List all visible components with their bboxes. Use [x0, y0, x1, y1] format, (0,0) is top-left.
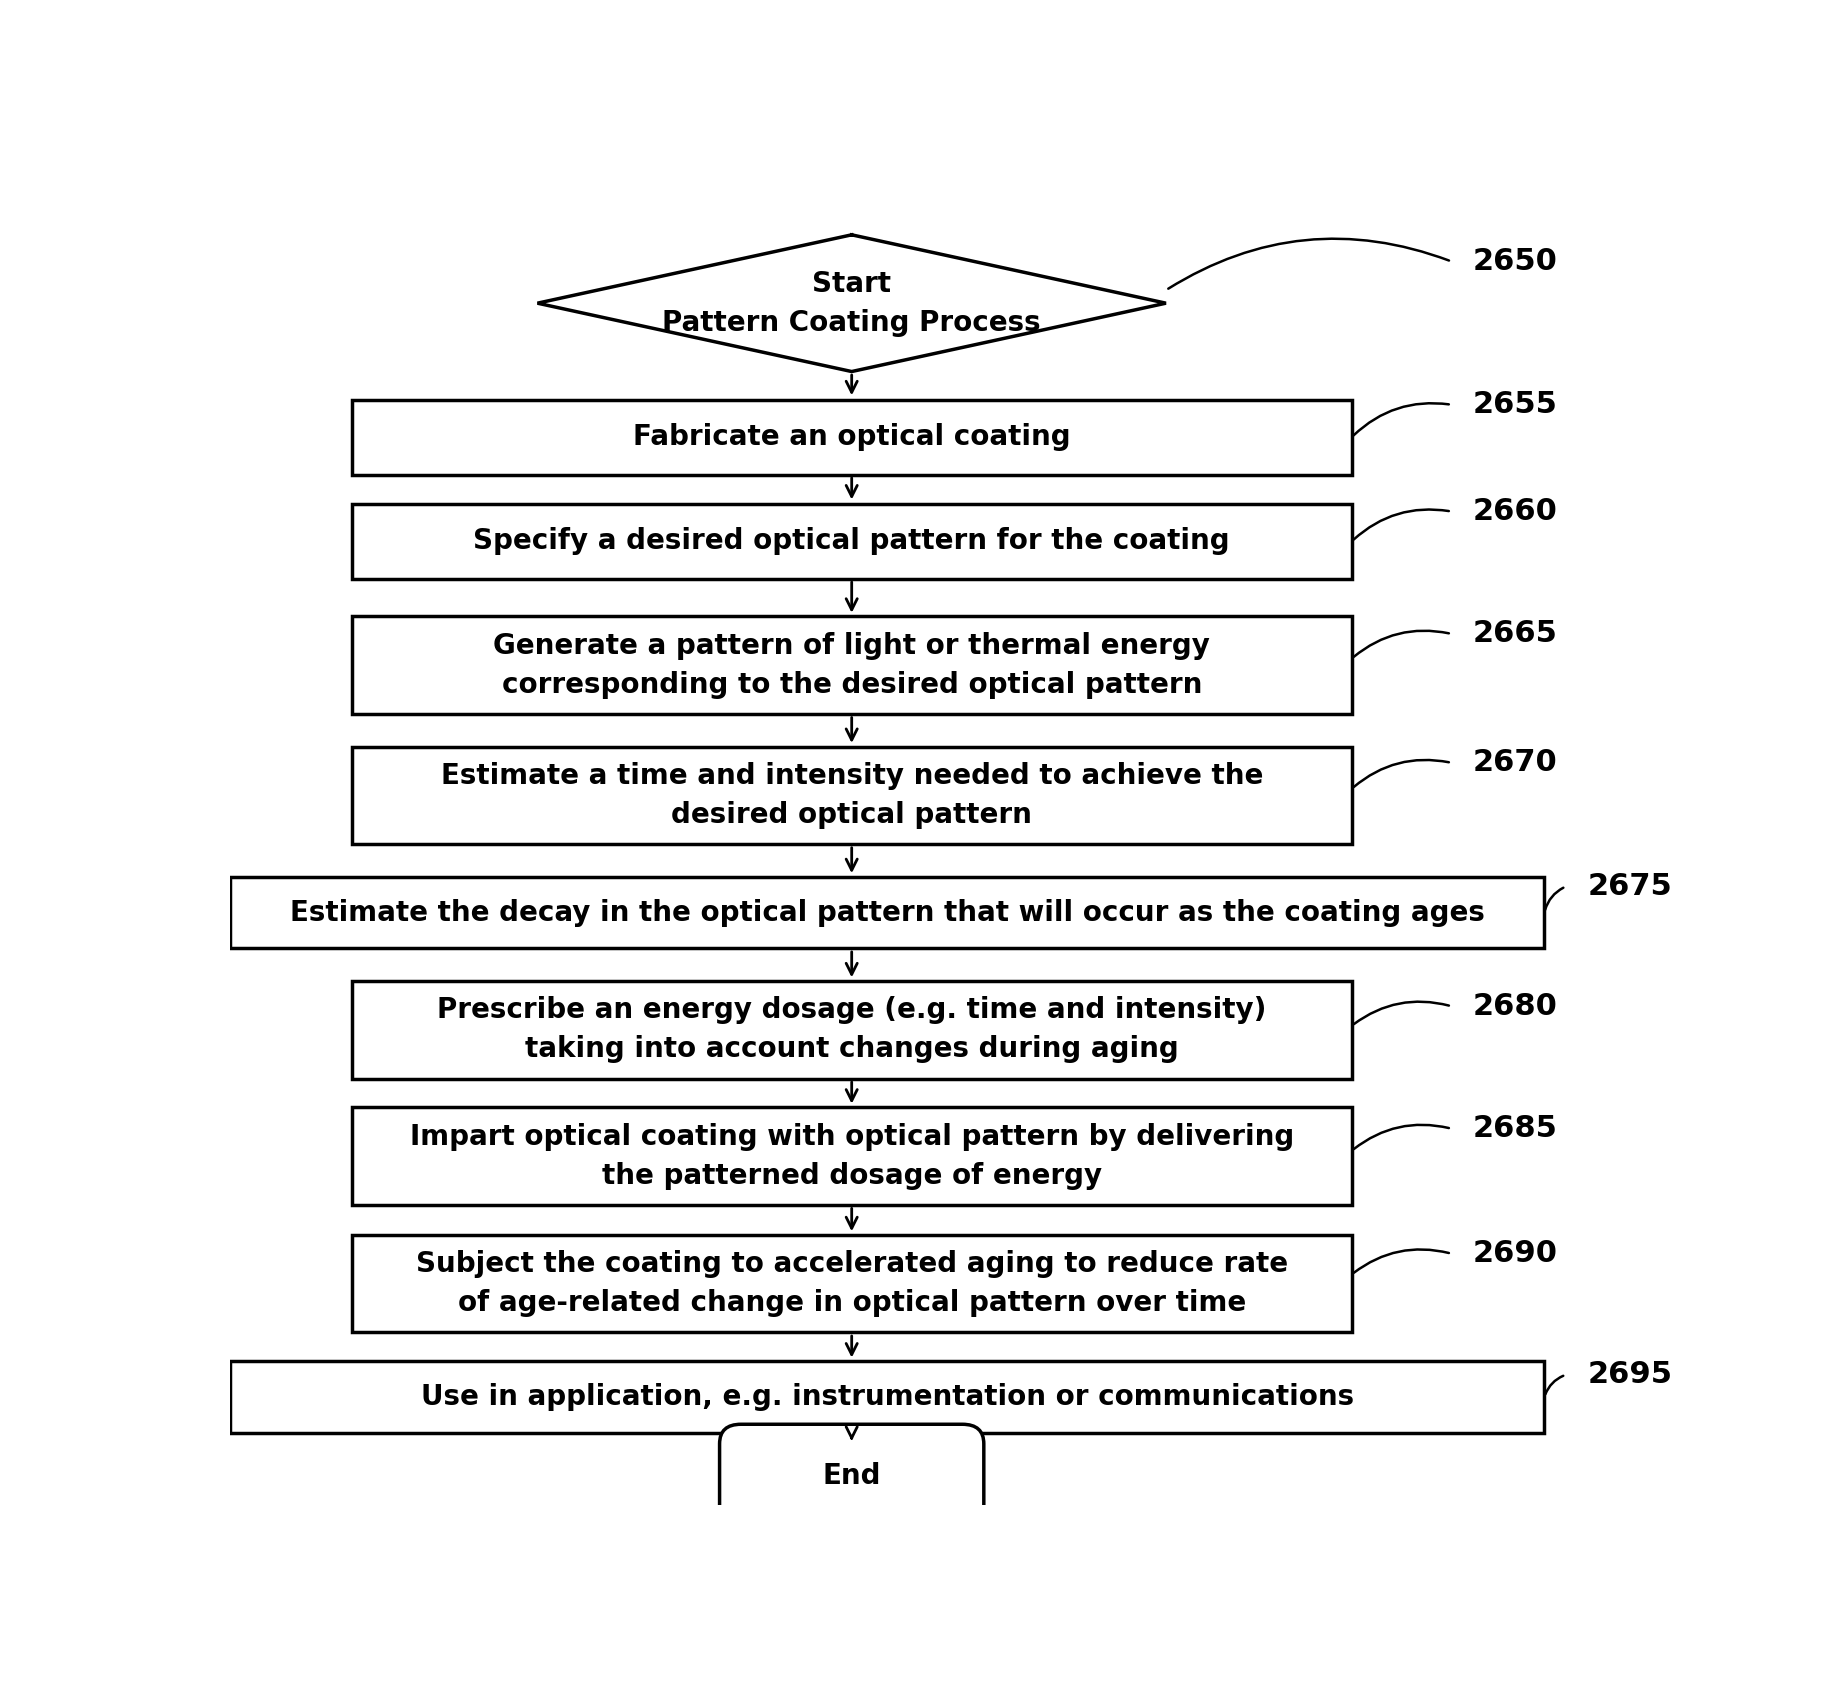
Bar — [352, 616, 1351, 714]
Text: 2665: 2665 — [1473, 619, 1557, 648]
Text: Estimate the decay in the optical pattern that will occur as the coating ages: Estimate the decay in the optical patter… — [289, 898, 1485, 927]
Bar — [352, 399, 1351, 475]
Text: 2685: 2685 — [1473, 1114, 1557, 1143]
Text: 2675: 2675 — [1587, 873, 1672, 901]
Bar — [352, 504, 1351, 580]
Text: Generate a pattern of light or thermal energy
corresponding to the desired optic: Generate a pattern of light or thermal e… — [494, 632, 1211, 698]
Text: End: End — [822, 1463, 881, 1490]
Text: 2695: 2695 — [1587, 1360, 1672, 1390]
Text: Estimate a time and intensity needed to achieve the
desired optical pattern: Estimate a time and intensity needed to … — [440, 763, 1262, 829]
Text: Specify a desired optical pattern for the coating: Specify a desired optical pattern for th… — [474, 528, 1229, 555]
Text: 2670: 2670 — [1473, 749, 1557, 778]
Text: Prescribe an energy dosage (e.g. time and intensity)
taking into account changes: Prescribe an energy dosage (e.g. time an… — [437, 996, 1266, 1064]
Text: Use in application, e.g. instrumentation or communications: Use in application, e.g. instrumentation… — [420, 1383, 1355, 1410]
Bar — [352, 1234, 1351, 1333]
Polygon shape — [538, 235, 1167, 372]
Text: 2680: 2680 — [1473, 993, 1557, 1021]
Bar — [352, 1108, 1351, 1206]
Bar — [230, 1361, 1544, 1432]
Bar — [352, 981, 1351, 1079]
Text: 2655: 2655 — [1473, 391, 1557, 419]
Text: 2690: 2690 — [1473, 1240, 1557, 1268]
Bar — [352, 746, 1351, 844]
Text: Start
Pattern Coating Process: Start Pattern Coating Process — [662, 269, 1041, 337]
Text: Subject the coating to accelerated aging to reduce rate
of age-related change in: Subject the coating to accelerated aging… — [417, 1250, 1288, 1317]
Text: Fabricate an optical coating: Fabricate an optical coating — [632, 423, 1071, 451]
Text: 2660: 2660 — [1473, 497, 1557, 526]
Bar — [230, 876, 1544, 949]
Text: Impart optical coating with optical pattern by delivering
the patterned dosage o: Impart optical coating with optical patt… — [409, 1123, 1294, 1189]
Text: 2650: 2650 — [1473, 247, 1557, 276]
FancyBboxPatch shape — [719, 1424, 984, 1529]
